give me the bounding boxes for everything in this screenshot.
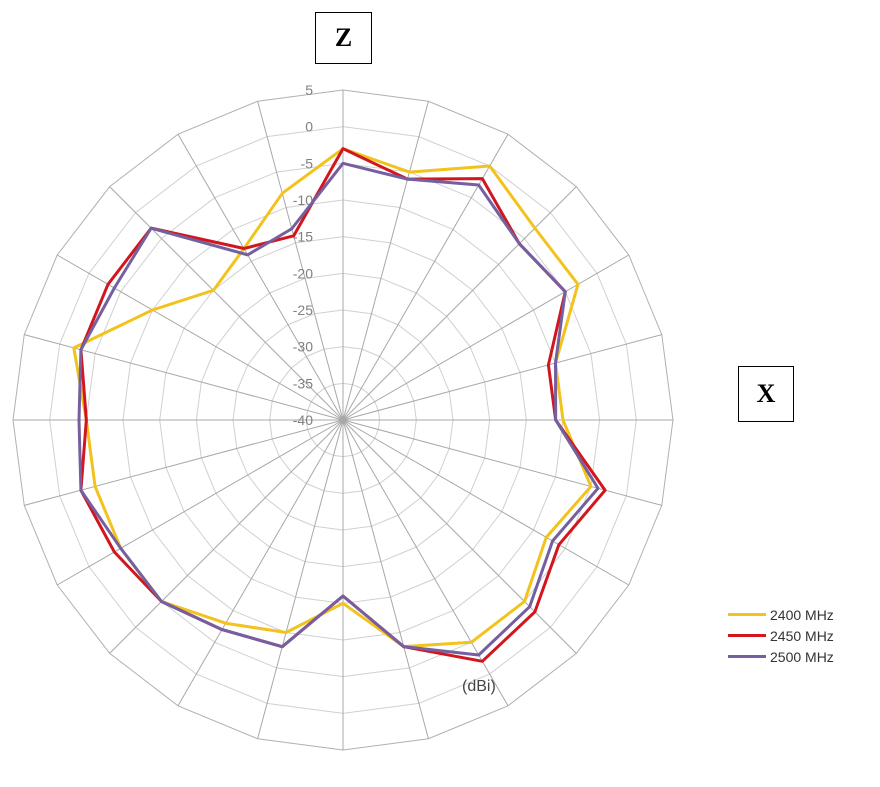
grid-spoke	[24, 334, 344, 421]
tick-label: -30	[293, 339, 313, 355]
grid-spoke	[342, 419, 662, 506]
legend-swatch	[728, 655, 766, 658]
tick-label: -10	[293, 192, 313, 208]
grid-spoke	[342, 133, 509, 421]
polar-grid	[12, 89, 674, 751]
grid-spoke	[109, 419, 344, 654]
grid-spoke	[257, 101, 344, 421]
data-series	[72, 147, 607, 663]
grid-spoke	[257, 419, 344, 739]
x-axis-label: X	[738, 366, 794, 422]
tick-label: -25	[293, 302, 313, 318]
grid-spoke	[177, 419, 344, 707]
grid-spoke	[56, 254, 344, 421]
grid-spoke	[109, 186, 344, 421]
legend-label: 2400 MHz	[770, 606, 834, 623]
series-line	[77, 161, 600, 657]
legend-item: 2400 MHz	[728, 604, 834, 625]
legend-item: 2450 MHz	[728, 625, 834, 646]
tick-label: -20	[293, 265, 313, 281]
legend: 2400 MHz 2450 MHz 2500 MHz	[728, 604, 834, 667]
z-axis-label: Z	[315, 12, 372, 64]
legend-label: 2450 MHz	[770, 627, 834, 644]
grid-spoke	[56, 419, 344, 586]
series-line	[72, 147, 593, 649]
tick-label: -35	[293, 375, 313, 391]
grid-spoke	[342, 101, 429, 421]
grid-spoke	[177, 133, 344, 421]
legend-swatch	[728, 613, 766, 616]
tick-label: 5	[305, 82, 313, 98]
legend-item: 2500 MHz	[728, 646, 834, 667]
tick-label: -15	[293, 229, 313, 245]
grid-spoke	[342, 419, 429, 739]
grid-spoke	[342, 419, 630, 586]
tick-label: -40	[293, 412, 313, 428]
unit-label: (dBi)	[462, 678, 496, 695]
tick-label: 0	[305, 119, 313, 135]
tick-label: -5	[301, 155, 314, 171]
grid-spoke	[342, 186, 577, 421]
grid-spoke	[24, 419, 344, 506]
grid-spoke	[342, 254, 630, 421]
grid-spoke	[342, 419, 577, 654]
radial-tick-labels: 5 0 -5 -10 -15 -20 -25 -30 -35 -40	[293, 82, 313, 428]
grid-spoke	[342, 419, 509, 707]
grid-spoke	[342, 334, 662, 421]
legend-swatch	[728, 634, 766, 637]
legend-label: 2500 MHz	[770, 648, 834, 665]
